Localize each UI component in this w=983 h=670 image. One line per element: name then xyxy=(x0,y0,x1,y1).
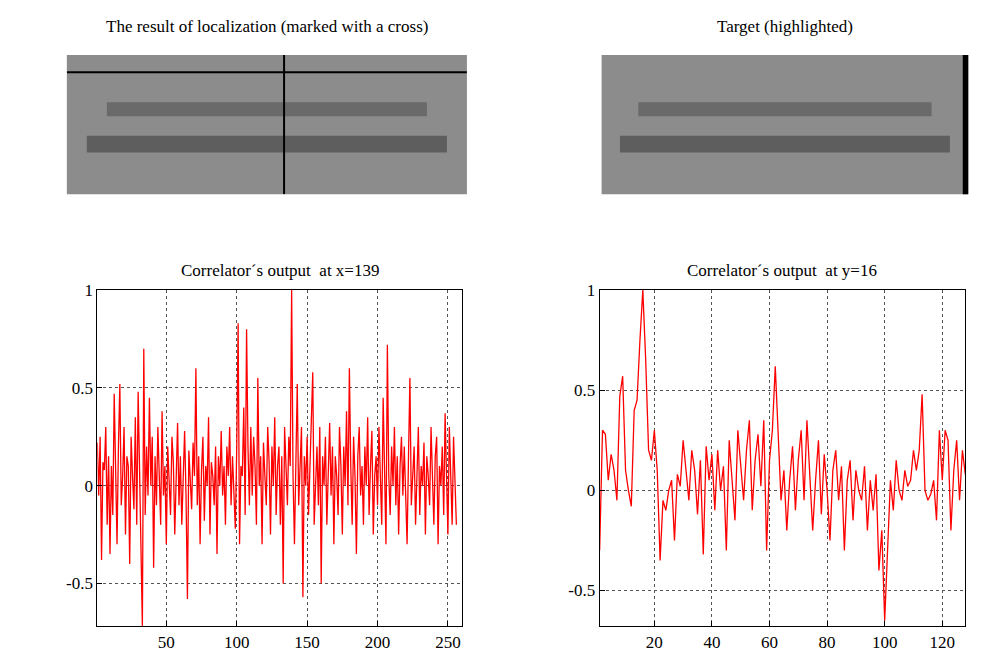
svg-text:40: 40 xyxy=(703,633,720,652)
svg-text:0.5: 0.5 xyxy=(72,379,93,398)
svg-text:-0.5: -0.5 xyxy=(568,581,595,600)
svg-text:100: 100 xyxy=(224,633,250,652)
svg-text:-0.5: -0.5 xyxy=(66,574,93,593)
svg-text:80: 80 xyxy=(819,633,836,652)
svg-text:0: 0 xyxy=(84,477,93,496)
svg-text:0.5: 0.5 xyxy=(574,381,595,400)
svg-text:Correlator´s output at y=16: Correlator´s output at y=16 xyxy=(687,261,877,280)
svg-text:60: 60 xyxy=(761,633,778,652)
svg-text:120: 120 xyxy=(930,633,956,652)
svg-text:150: 150 xyxy=(294,633,320,652)
svg-text:250: 250 xyxy=(435,633,461,652)
svg-text:200: 200 xyxy=(365,633,391,652)
svg-text:Target (highlighted): Target (highlighted) xyxy=(717,17,853,36)
svg-text:100: 100 xyxy=(872,633,898,652)
svg-text:Correlator´s output at x=139: Correlator´s output at x=139 xyxy=(181,261,379,280)
svg-text:0: 0 xyxy=(587,481,596,500)
svg-text:50: 50 xyxy=(158,633,175,652)
svg-text:1: 1 xyxy=(84,281,93,300)
svg-text:20: 20 xyxy=(646,633,663,652)
svg-text:The result of localization (ma: The result of localization (marked with … xyxy=(106,17,428,36)
svg-text:1: 1 xyxy=(587,281,596,300)
